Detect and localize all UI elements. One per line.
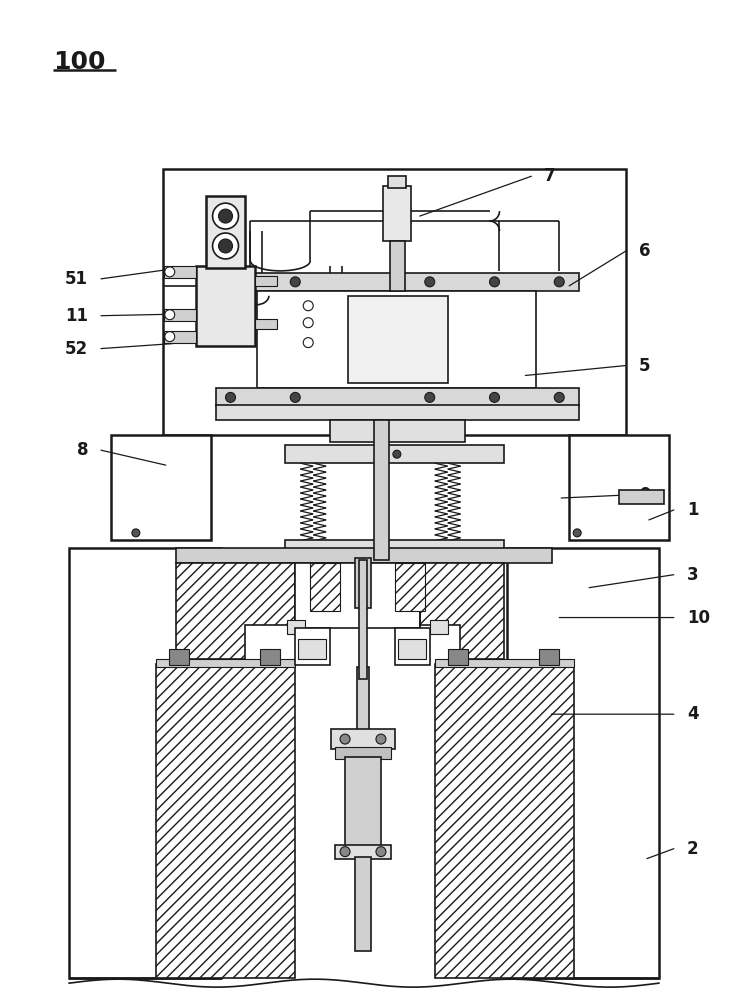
Bar: [295, 628, 330, 665]
Bar: [330, 420, 464, 442]
Bar: [255, 276, 277, 286]
Text: 7: 7: [545, 167, 556, 185]
Bar: [619, 490, 664, 504]
Circle shape: [219, 239, 233, 253]
Bar: [257, 291, 537, 388]
Bar: [176, 548, 553, 563]
Bar: [164, 266, 195, 278]
Bar: [390, 241, 405, 291]
Bar: [216, 405, 579, 420]
Circle shape: [425, 277, 434, 287]
Bar: [287, 620, 305, 634]
Circle shape: [340, 847, 350, 857]
Circle shape: [554, 392, 564, 402]
Text: 51: 51: [65, 270, 88, 288]
Bar: [374, 420, 389, 560]
Text: 9: 9: [639, 486, 650, 504]
Text: 11: 11: [65, 307, 88, 325]
Circle shape: [213, 233, 238, 259]
Bar: [395, 628, 430, 665]
Bar: [388, 176, 406, 188]
Circle shape: [303, 301, 313, 311]
Circle shape: [219, 209, 233, 223]
Bar: [434, 664, 574, 978]
Bar: [398, 639, 426, 659]
Circle shape: [376, 734, 386, 744]
Bar: [348, 296, 448, 383]
Circle shape: [165, 332, 175, 342]
Bar: [345, 757, 381, 847]
Bar: [335, 845, 391, 859]
Circle shape: [393, 450, 401, 458]
Circle shape: [165, 310, 175, 320]
Bar: [569, 435, 668, 540]
Text: 2: 2: [687, 840, 698, 858]
Bar: [335, 747, 391, 759]
Bar: [156, 664, 295, 978]
Circle shape: [225, 392, 235, 402]
Bar: [331, 729, 395, 749]
Circle shape: [225, 277, 235, 287]
Bar: [295, 563, 420, 628]
Bar: [216, 388, 579, 406]
Bar: [285, 445, 504, 463]
Bar: [355, 558, 371, 608]
Bar: [355, 857, 371, 951]
Bar: [195, 266, 255, 346]
Text: 6: 6: [639, 242, 650, 260]
Bar: [69, 548, 221, 978]
Bar: [430, 620, 448, 634]
Polygon shape: [420, 563, 504, 659]
Text: 4: 4: [687, 705, 698, 723]
Bar: [311, 563, 340, 611]
Bar: [383, 186, 411, 241]
Text: 100: 100: [53, 50, 106, 74]
Circle shape: [165, 267, 175, 277]
Bar: [507, 548, 659, 978]
Circle shape: [132, 529, 140, 537]
Text: 52: 52: [65, 340, 88, 358]
Bar: [434, 659, 574, 667]
Bar: [448, 649, 467, 665]
Bar: [206, 196, 246, 268]
Bar: [163, 169, 626, 435]
Circle shape: [489, 392, 499, 402]
Bar: [164, 309, 195, 321]
Circle shape: [303, 318, 313, 328]
Text: 8: 8: [77, 441, 88, 459]
Bar: [216, 273, 579, 291]
Bar: [156, 659, 295, 667]
Circle shape: [489, 277, 499, 287]
Bar: [298, 639, 326, 659]
Circle shape: [425, 392, 434, 402]
Circle shape: [573, 529, 581, 537]
Circle shape: [376, 847, 386, 857]
Bar: [395, 563, 425, 611]
Bar: [357, 667, 369, 867]
Circle shape: [340, 734, 350, 744]
Bar: [260, 649, 281, 665]
Bar: [168, 649, 189, 665]
Bar: [164, 331, 195, 343]
Circle shape: [554, 277, 564, 287]
Bar: [111, 435, 211, 540]
Circle shape: [213, 203, 238, 229]
Circle shape: [290, 277, 300, 287]
Polygon shape: [176, 563, 295, 659]
Text: 1: 1: [687, 501, 698, 519]
Text: 3: 3: [687, 566, 698, 584]
Text: 5: 5: [639, 357, 650, 375]
Circle shape: [303, 338, 313, 348]
Bar: [359, 560, 367, 679]
Circle shape: [290, 392, 300, 402]
Bar: [255, 319, 277, 329]
Bar: [539, 649, 559, 665]
Bar: [285, 540, 504, 558]
Text: 10: 10: [687, 609, 710, 627]
